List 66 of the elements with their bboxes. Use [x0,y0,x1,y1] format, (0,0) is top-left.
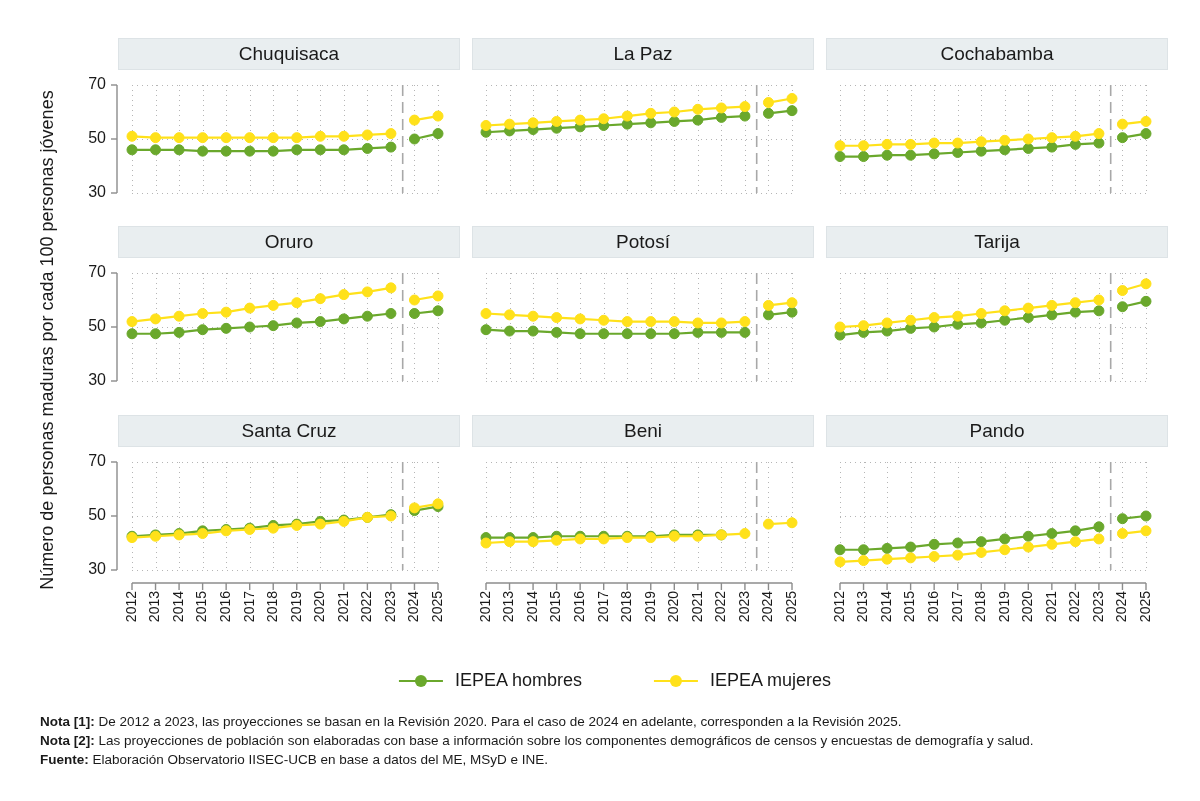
chart-title: Beni [472,415,814,447]
x-tick-label: 2016 [217,590,234,623]
x-tick-label: 2021 [688,590,705,623]
x-tick-label: 2020 [665,590,682,623]
x-tick-label: 2019 [995,590,1012,623]
x-tick-label: 2012 [830,590,847,623]
x-tick-label: 2020 [1019,590,1036,623]
x-tick-label: 2025 [782,590,799,623]
x-tick-label: 2021 [1042,590,1059,623]
x-tick-label: 2022 [712,590,729,623]
x-tick-label: 2013 [854,590,871,623]
x-tick-label: 2012 [476,590,493,623]
x-tick-label: 2016 [571,590,588,623]
x-tick-label: 2023 [735,590,752,623]
x-tick-label: 2023 [381,590,398,623]
y-tick-label: 30 [88,560,107,578]
x-tick-label: 2014 [523,590,540,623]
x-tick-label: 2017 [948,590,965,623]
y-tick-label: 30 [88,183,107,201]
text: Nota [1]: De 2012 a 2023, las proyecciones se basan en la Revisión 2020. Para el caso de 2024 en adelante, corresponden a la Revisión 2025. [40,713,903,731]
x-tick-label: 2021 [334,590,351,623]
y-tick-label: 50 [88,317,107,335]
legend-label: IEPEA mujeres [710,670,832,691]
x-tick-label: 2022 [1066,590,1083,623]
x-tick-label: 2018 [264,590,281,623]
chart-title: Chuquisaca [118,38,460,70]
x-tick-label: 2013 [146,590,163,623]
x-tick-label: 2014 [169,590,186,623]
y-tick-label: 50 [88,129,107,147]
source-note: Fuente: Elaboración Observatorio IISEC-UCB en base a datos del ME, MSyD e INE. [40,751,549,769]
x-tick-label: 2015 [193,590,210,623]
x-tick-label: 2018 [972,590,989,623]
x-tick-label: 2017 [594,590,611,623]
x-tick-label: 2017 [240,590,257,623]
y-tick-label: 50 [88,506,107,524]
x-tick-label: 2019 [641,590,658,623]
y-tick-label: 70 [88,452,107,470]
x-tick-label: 2013 [500,590,517,623]
chart-title: Potosí [472,226,814,258]
chart-title: Tarija [826,226,1168,258]
chart-title: Cochabamba [826,38,1168,70]
x-tick-label: 2024 [1113,590,1130,623]
chart-title: Oruro [118,226,460,258]
y-tick-label: 30 [88,371,107,389]
x-tick-label: 2012 [122,590,139,623]
x-tick-label: 2022 [358,590,375,623]
x-tick-label: 2014 [877,590,894,623]
x-tick-label: 2018 [618,590,635,623]
x-tick-label: 2016 [925,590,942,623]
y-tick-label: 70 [88,75,107,93]
chart-title: La Paz [472,38,814,70]
chart-title: Pando [826,415,1168,447]
x-tick-label: 2015 [547,590,564,623]
x-tick-label: 2015 [901,590,918,623]
x-tick-label: 2025 [1136,590,1153,623]
x-tick-label: 2023 [1089,590,1106,623]
legend-label: IEPEA hombres [454,670,583,691]
x-tick-label: 2025 [428,590,445,623]
y-axis-title: Número de personas maduras por cada 100 personas jóvenes [36,89,58,590]
x-tick-label: 2019 [287,590,304,623]
x-tick-label: 2020 [311,590,328,623]
x-tick-label: 2024 [405,590,422,623]
chart-title: Santa Cruz [118,415,460,447]
y-tick-label: 70 [88,263,107,281]
text: Nota [2]: Las proyecciones de población son elaboradas con base a información sobre los componentes demográficos de censos y encuestas de demografía y salud. [40,732,1034,750]
x-tick-label: 2024 [759,590,776,623]
